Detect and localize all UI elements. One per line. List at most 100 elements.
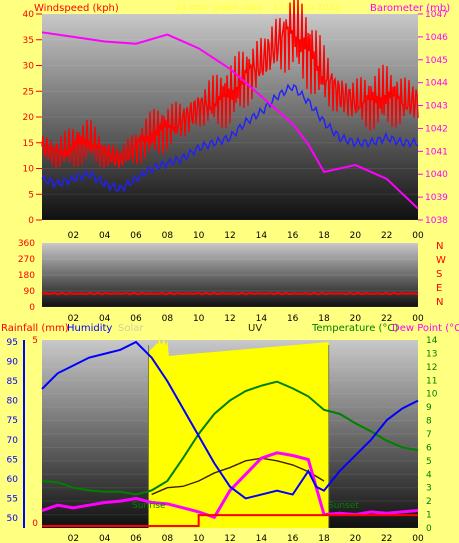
tick-label: 2: [426, 497, 432, 507]
x-tick-label: 04: [99, 534, 111, 543]
bottom-x-axis: 02 04 06 08 10 12 14 16 18 20 22 00: [68, 534, 424, 543]
tick-label: 35: [23, 36, 34, 46]
tick-label: 1045: [425, 56, 448, 66]
tick-label: 55: [7, 494, 18, 504]
tick-label: 6: [426, 443, 432, 453]
direction-x-axis: 02 04 06 08 10 12 14 16 18 20 22 00: [68, 314, 424, 324]
x-tick-label: 14: [256, 314, 268, 324]
tick-label: 5: [28, 190, 34, 200]
tick-label: 9: [426, 403, 432, 413]
tick-label: 1038: [425, 216, 448, 226]
windspeed-label: Windspeed (kph): [34, 3, 119, 14]
x-tick-label: 18: [318, 231, 330, 241]
x-tick-label: 20: [350, 231, 362, 241]
x-tick-label: 10: [193, 534, 205, 543]
x-tick-label: 10: [193, 314, 205, 324]
x-tick-label: 00: [412, 534, 424, 543]
avg-wind-line: [41, 83, 419, 193]
x-tick-label: 14: [256, 231, 268, 241]
sunset-label: Sunset: [328, 501, 359, 511]
x-tick-label: 18: [318, 534, 330, 543]
x-tick-label: 04: [99, 231, 111, 241]
tick-label: 1: [426, 511, 432, 521]
direction-line: [41, 291, 419, 296]
tick-label: 1042: [425, 124, 448, 134]
humidity-axis: 50 55 60 65 70 75 80 85 90 95: [7, 338, 25, 528]
barometer-line: [41, 31, 419, 210]
x-tick-label: 20: [350, 314, 362, 324]
x-tick-label: 00: [412, 231, 424, 241]
x-tick-label: 08: [162, 314, 174, 324]
x-tick-label: 16: [287, 534, 299, 543]
x-tick-label: 12: [224, 231, 235, 241]
solar-area: [148, 338, 329, 528]
x-tick-label: 06: [130, 314, 142, 324]
temperature-label: Temperature (°C): [311, 323, 398, 334]
top-series: [41, 0, 419, 221]
direction-panel: [42, 243, 418, 307]
tick-label: 30: [23, 62, 35, 72]
tick-label: 13: [426, 349, 437, 359]
x-tick-label: 06: [130, 231, 142, 241]
tick-label: 95: [7, 338, 18, 348]
tick-label: 20: [23, 113, 35, 123]
x-tick-label: 08: [162, 534, 174, 543]
x-tick-label: 22: [381, 231, 392, 241]
tick-label: 0: [29, 303, 35, 313]
tick-label: 90: [24, 287, 36, 297]
tick-label: 90: [7, 358, 19, 368]
x-tick-label: 04: [99, 314, 111, 324]
temperature-line: [41, 380, 419, 496]
compass-label: E: [436, 283, 442, 294]
tick-label: 70: [7, 436, 19, 446]
tick-label: 75: [7, 416, 18, 426]
x-tick-label: 06: [130, 534, 142, 543]
tick-label: 1043: [425, 102, 448, 112]
x-tick-label: 22: [381, 314, 392, 324]
x-tick-label: 20: [350, 534, 362, 543]
tick-label: 0: [32, 519, 38, 529]
tick-label: 25: [23, 87, 34, 97]
graph-header: 24 hour graph data – 13 March 2023: [175, 3, 340, 13]
tick-label: 8: [426, 417, 432, 427]
tick-label: 14: [426, 336, 438, 346]
tick-label: 5: [426, 457, 432, 467]
tick-label: 80: [7, 397, 19, 407]
tick-label: 7: [426, 430, 432, 440]
compass-label: S: [436, 269, 442, 280]
compass-label: N: [436, 297, 443, 308]
uv-label: UV: [248, 323, 262, 334]
tick-label: 5: [32, 336, 38, 346]
tick-label: 0: [426, 524, 432, 534]
x-tick-label: 12: [224, 314, 235, 324]
tick-label: 10: [426, 390, 438, 400]
top-right-axis: 1038 1039 1040 1041 1042 1043 1044 1045 1046 1047: [418, 10, 448, 226]
top-left-axis: 0 5 10 15 20 25 30 35 40: [23, 10, 42, 226]
top-x-axis: 02 04 06 08 10 12 14 16 18 20 22 00: [68, 231, 424, 241]
tick-label: 11: [426, 376, 437, 386]
humidity-line: [41, 340, 419, 500]
x-tick-label: 12: [224, 534, 235, 543]
direction-axis: 0 90 180 270 360: [18, 239, 418, 313]
compass-label: N: [436, 241, 443, 252]
tick-label: 270: [18, 255, 35, 265]
x-tick-label: 16: [287, 314, 299, 324]
tick-label: 3: [426, 484, 432, 494]
tick-label: 1046: [425, 33, 448, 43]
tick-label: 40: [23, 10, 35, 20]
tick-label: 60: [7, 475, 19, 485]
x-tick-label: 22: [381, 534, 392, 543]
x-tick-label: 14: [256, 534, 268, 543]
compass-label: W: [436, 255, 446, 266]
x-tick-label: 02: [68, 314, 79, 324]
rain-axis: 05: [32, 336, 38, 529]
tick-label: 1044: [425, 79, 448, 89]
sunrise-label: Sunrise: [132, 501, 166, 511]
tick-label: 50: [7, 514, 19, 524]
tick-label: 15: [23, 139, 34, 149]
tick-label: 12: [426, 363, 437, 373]
x-tick-label: 02: [68, 231, 79, 241]
tick-label: 1041: [425, 147, 448, 157]
bottom-series: [41, 338, 419, 529]
x-tick-label: 08: [162, 231, 174, 241]
